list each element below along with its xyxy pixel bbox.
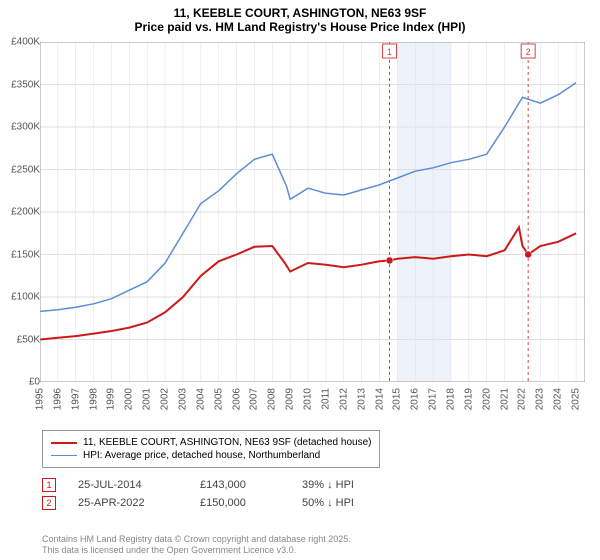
y-tick-label: £200K	[2, 207, 40, 218]
marker-num-1: 1	[46, 480, 51, 490]
transaction-row: 1 25-JUL-2014 £143,000 39% ↓ HPI	[42, 478, 402, 492]
x-tick-label: 2025	[571, 388, 582, 428]
chart-title: 11, KEEBLE COURT, ASHINGTON, NE63 9SF	[0, 0, 600, 20]
transaction-row: 2 25-APR-2022 £150,000 50% ↓ HPI	[42, 496, 402, 510]
x-tick-label: 2022	[517, 388, 528, 428]
marker-box-1: 1	[42, 478, 56, 492]
x-tick-label: 1996	[52, 388, 63, 428]
x-tick-label: 2000	[124, 388, 135, 428]
legend: 11, KEEBLE COURT, ASHINGTON, NE63 9SF (d…	[42, 430, 380, 468]
line-chart-svg: 12	[40, 42, 585, 382]
y-axis-labels: £0£50K£100K£150K£200K£250K£300K£350K£400…	[2, 42, 40, 382]
x-tick-label: 2018	[445, 388, 456, 428]
transaction-diff: 50% ↓ HPI	[302, 497, 402, 509]
x-tick-label: 2001	[142, 388, 153, 428]
x-tick-label: 2007	[249, 388, 260, 428]
transaction-date: 25-JUL-2014	[78, 479, 178, 491]
x-tick-label: 1999	[106, 388, 117, 428]
transaction-date: 25-APR-2022	[78, 497, 178, 509]
legend-row-series2: HPI: Average price, detached house, Nort…	[51, 450, 371, 461]
x-tick-label: 2011	[320, 388, 331, 428]
chart-plot-area: 12	[40, 42, 585, 382]
y-tick-label: £100K	[2, 292, 40, 303]
x-tick-label: 2016	[410, 388, 421, 428]
chart-container: 11, KEEBLE COURT, ASHINGTON, NE63 9SF Pr…	[0, 0, 600, 560]
legend-swatch-2	[51, 455, 77, 457]
x-tick-label: 2005	[213, 388, 224, 428]
x-tick-label: 1997	[70, 388, 81, 428]
y-tick-label: £400K	[2, 37, 40, 48]
x-tick-label: 2010	[303, 388, 314, 428]
x-tick-label: 2023	[535, 388, 546, 428]
x-tick-label: 2019	[463, 388, 474, 428]
x-axis-labels: 1995199619971998199920002001200220032004…	[40, 384, 585, 428]
x-tick-label: 2015	[392, 388, 403, 428]
legend-label-2: HPI: Average price, detached house, Nort…	[83, 450, 320, 461]
x-tick-label: 2006	[231, 388, 242, 428]
svg-text:2: 2	[526, 47, 531, 57]
transaction-diff: 39% ↓ HPI	[302, 479, 402, 491]
x-tick-label: 2008	[267, 388, 278, 428]
x-tick-label: 2004	[195, 388, 206, 428]
legend-label-1: 11, KEEBLE COURT, ASHINGTON, NE63 9SF (d…	[83, 437, 371, 448]
svg-text:1: 1	[387, 47, 392, 57]
transaction-price: £143,000	[200, 479, 280, 491]
y-tick-label: £250K	[2, 164, 40, 175]
footer-text: Contains HM Land Registry data © Crown c…	[42, 534, 351, 556]
marker-box-2: 2	[42, 496, 56, 510]
x-tick-label: 2017	[428, 388, 439, 428]
x-tick-label: 2002	[160, 388, 171, 428]
y-tick-label: £50K	[2, 334, 40, 345]
transaction-price: £150,000	[200, 497, 280, 509]
y-tick-label: £350K	[2, 79, 40, 90]
y-tick-label: £150K	[2, 249, 40, 260]
x-tick-label: 2012	[338, 388, 349, 428]
x-tick-label: 2021	[499, 388, 510, 428]
x-tick-label: 2024	[553, 388, 564, 428]
transaction-table: 1 25-JUL-2014 £143,000 39% ↓ HPI 2 25-AP…	[42, 474, 402, 514]
legend-swatch-1	[51, 442, 77, 444]
x-tick-label: 2020	[481, 388, 492, 428]
x-tick-label: 2003	[177, 388, 188, 428]
footer-line1: Contains HM Land Registry data © Crown c…	[42, 534, 351, 545]
x-tick-label: 2014	[374, 388, 385, 428]
marker-num-2: 2	[46, 498, 51, 508]
chart-subtitle: Price paid vs. HM Land Registry's House …	[0, 20, 600, 38]
y-tick-label: £300K	[2, 122, 40, 133]
x-tick-label: 1995	[35, 388, 46, 428]
y-tick-label: £0	[2, 377, 40, 388]
x-tick-label: 1998	[88, 388, 99, 428]
x-tick-label: 2009	[285, 388, 296, 428]
x-tick-label: 2013	[356, 388, 367, 428]
legend-row-series1: 11, KEEBLE COURT, ASHINGTON, NE63 9SF (d…	[51, 437, 371, 448]
footer-line2: This data is licensed under the Open Gov…	[42, 545, 351, 556]
